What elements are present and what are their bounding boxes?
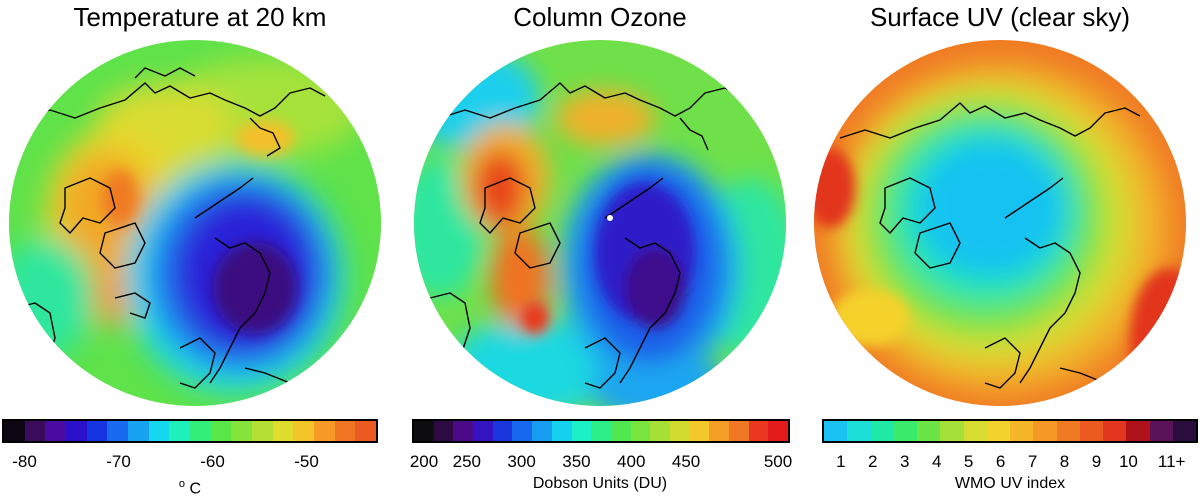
colorbar-segment: [45, 421, 67, 441]
ozone-panel: Column Ozone: [400, 0, 800, 496]
colorbar-segment: [768, 421, 789, 441]
colorbar-segment: [492, 421, 513, 441]
colorbar-tick-label: 10: [1118, 452, 1138, 471]
colorbar-segment: [893, 421, 917, 441]
ozone-colorbar: [412, 419, 790, 443]
panel-title: Column Ozone: [513, 2, 687, 32]
ozone-map: [414, 40, 786, 406]
uv-colorbar: [822, 419, 1198, 443]
colorbar-tick-label: 250: [452, 452, 481, 471]
colorbar-tick-label: -50: [294, 452, 319, 471]
colorbar-segment: [532, 421, 552, 441]
colorbar-segment: [847, 421, 871, 441]
colorbar-tick-label: 9: [1091, 452, 1102, 471]
colorbar-segment: [986, 421, 1010, 441]
colorbar-tick-label: 450: [671, 452, 701, 471]
colorbar-segment: [334, 421, 356, 441]
colorbar-tick-label: 5: [963, 452, 974, 471]
uv-unit-label: WMO UV index: [954, 475, 1066, 492]
colorbar-tick-label: 4: [931, 452, 942, 471]
colorbar-segment: [1056, 421, 1080, 441]
ozone-unit-label: Dobson Units (DU): [532, 475, 668, 492]
unit-text: C: [189, 480, 202, 498]
pole-marker: [607, 215, 613, 221]
temperature-unit-label: o C: [0, 474, 380, 499]
colorbar-segment: [169, 421, 191, 441]
colorbar-segment: [1149, 421, 1173, 441]
colorbar-segment: [252, 421, 273, 441]
panel-title: Surface UV (clear sky): [869, 2, 1131, 32]
colorbar-segment: [1103, 421, 1127, 441]
colorbar-segment: [272, 421, 294, 441]
colorbar-segment: [231, 421, 253, 441]
temperature-colorbar-ticks: -80 -70 -60 -50: [2, 452, 378, 472]
colorbar-segment: [355, 421, 377, 441]
colorbar-tick-label: 2: [868, 452, 878, 471]
colorbar-segment: [148, 421, 170, 441]
colorbar-segment: [24, 421, 46, 441]
colorbar-segment: [1033, 421, 1057, 441]
colorbar-tick-label: -70: [106, 452, 131, 471]
colorbar-segment: [709, 421, 729, 441]
colorbar-segment: [210, 421, 232, 441]
colorbar-segment: [870, 421, 894, 441]
colorbar-segment: [473, 421, 493, 441]
colorbar-segment: [748, 421, 769, 441]
colorbar-segment: [571, 421, 592, 441]
colorbar-tick-label: -60: [200, 452, 225, 471]
colorbar-tick-label: 500: [763, 452, 793, 471]
colorbar-segment: [512, 421, 533, 441]
colorbar-segment: [190, 421, 211, 441]
uv-panel: Surface UV (clear sky): [800, 0, 1200, 496]
colorbar-segment: [591, 421, 611, 441]
degree-symbol: o: [178, 478, 186, 490]
colorbar-segment: [414, 421, 434, 441]
colorbar-segment: [4, 421, 25, 441]
colorbar-segment: [824, 421, 848, 441]
colorbar-segment: [1010, 421, 1034, 441]
colorbar-segment: [314, 421, 335, 441]
colorbar-tick-label: 350: [562, 452, 591, 471]
colorbar-tick-label: 8: [1059, 452, 1070, 471]
colorbar-segment: [86, 421, 108, 441]
colorbar-tick-label: 200: [409, 452, 439, 471]
colorbar-segment: [729, 421, 749, 441]
colorbar-segment: [1172, 421, 1196, 441]
colorbar-tick-label: 11+: [1157, 452, 1186, 471]
colorbar-segment: [689, 421, 710, 441]
colorbar-segment: [1079, 421, 1103, 441]
colorbar-segment: [630, 421, 651, 441]
colorbar-segment: [940, 421, 964, 441]
colorbar-segment: [293, 421, 315, 441]
colorbar-segment: [650, 421, 670, 441]
colorbar-tick-label: 400: [617, 452, 646, 471]
temperature-colorbar: [2, 419, 378, 443]
temperature-map: [9, 40, 381, 406]
temperature-panel: Temperature at 20 km: [0, 0, 400, 499]
colorbar-tick-label: -80: [12, 452, 37, 471]
colorbar-segment: [917, 421, 941, 441]
colorbar-segment: [66, 421, 87, 441]
uv-colorbar-ticks: 1 2 3 4 5 6 7 8 9 10 11+: [822, 452, 1198, 472]
uv-map: [814, 40, 1186, 406]
colorbar-segment: [551, 421, 572, 441]
colorbar-segment: [669, 421, 690, 441]
colorbar-segment: [610, 421, 631, 441]
colorbar-tick-label: 300: [507, 452, 536, 471]
colorbar-tick-label: 1: [836, 452, 846, 471]
colorbar-segment: [963, 421, 987, 441]
colorbar-tick-label: 7: [1027, 452, 1038, 471]
colorbar-segment: [433, 421, 454, 441]
colorbar-tick-label: 6: [995, 452, 1006, 471]
ozone-colorbar-ticks: 200 250 300 350 400 450 500: [409, 452, 793, 472]
colorbar-segment: [1126, 421, 1150, 441]
colorbar-segment: [453, 421, 474, 441]
colorbar-segment: [128, 421, 149, 441]
colorbar-segment: [107, 421, 129, 441]
panel-title: Temperature at 20 km: [73, 2, 327, 32]
colorbar-tick-label: 3: [899, 452, 910, 471]
